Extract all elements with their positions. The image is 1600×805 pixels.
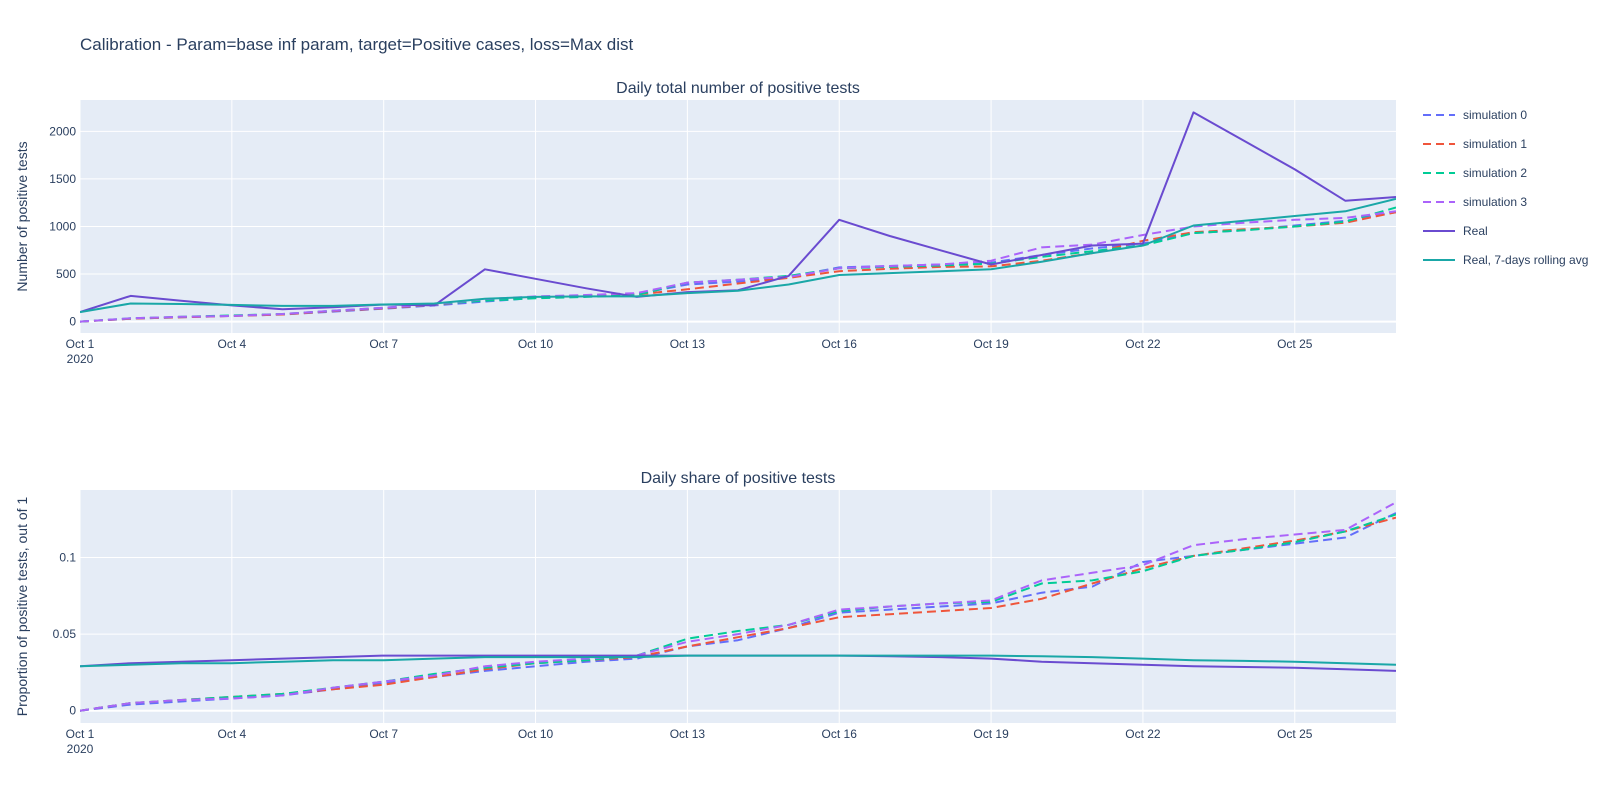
legend-item[interactable]: simulation 0 bbox=[1423, 108, 1527, 122]
x-tick-label: Oct 4 bbox=[218, 337, 247, 351]
x-tick-label: Oct 19 bbox=[973, 727, 1009, 741]
x-tick-label: Oct 7 bbox=[369, 727, 398, 741]
x-tick-year: 2020 bbox=[67, 742, 94, 756]
series-line-simulation-3 bbox=[80, 210, 1396, 323]
x-tick-label: Oct 13 bbox=[670, 337, 706, 351]
subplot-title: Daily total number of positive tests bbox=[616, 80, 860, 97]
x-tick-label: Oct 10 bbox=[518, 337, 554, 351]
series-line-simulation-0 bbox=[80, 512, 1396, 712]
subplot-title: Daily share of positive tests bbox=[641, 470, 836, 487]
legend: simulation 0 simulation 1 simulation 2 simu… bbox=[1423, 108, 1588, 267]
series-group bbox=[80, 111, 1396, 323]
legend-item[interactable]: Real bbox=[1423, 224, 1488, 238]
y-tick-label: 1000 bbox=[49, 219, 76, 233]
figure-title: Calibration - Param=base inf param, targ… bbox=[80, 35, 633, 54]
legend-label: Real bbox=[1463, 224, 1488, 238]
legend-label: simulation 3 bbox=[1463, 195, 1527, 209]
x-tick-label: Oct 25 bbox=[1277, 337, 1313, 351]
x-tick-label: Oct 22 bbox=[1125, 727, 1161, 741]
x-tick-label: Oct 1 bbox=[66, 337, 95, 351]
legend-label: simulation 0 bbox=[1463, 108, 1527, 122]
series-group bbox=[80, 501, 1396, 712]
x-tick-label: Oct 25 bbox=[1277, 727, 1313, 741]
plot-area bbox=[80, 490, 1396, 723]
series-line-simulation-3 bbox=[80, 501, 1396, 712]
y-tick-label: 0.05 bbox=[53, 627, 77, 641]
x-tick-label: Oct 1 bbox=[66, 727, 95, 741]
x-tick-label: Oct 4 bbox=[218, 727, 247, 741]
legend-item[interactable]: simulation 2 bbox=[1423, 166, 1527, 180]
series-line-simulation-0 bbox=[80, 211, 1396, 323]
series-line-simulation-1 bbox=[80, 211, 1396, 323]
legend-label: simulation 2 bbox=[1463, 166, 1527, 180]
plot-area bbox=[80, 100, 1396, 333]
series-line-real-7-days-rolling-avg bbox=[80, 197, 1396, 314]
legend-item[interactable]: simulation 3 bbox=[1423, 195, 1527, 209]
legend-item[interactable]: simulation 1 bbox=[1423, 137, 1527, 151]
series-line-real-7-days-rolling-avg bbox=[80, 654, 1396, 668]
x-tick-year: 2020 bbox=[67, 352, 94, 366]
legend-label: simulation 1 bbox=[1463, 137, 1527, 151]
subplot-positive-share: Daily share of positive tests Oct 1 Oct 4 O… bbox=[14, 470, 1396, 756]
series-line-simulation-2 bbox=[80, 513, 1396, 712]
subplot-positive-tests: Daily total number of positive tests Oct … bbox=[14, 80, 1396, 366]
y-tick-label: 1500 bbox=[49, 172, 76, 186]
y-tick-label: 500 bbox=[56, 267, 76, 281]
y-tick-label: 0 bbox=[69, 704, 76, 718]
x-tick-label: Oct 7 bbox=[369, 337, 398, 351]
x-tick-label: Oct 16 bbox=[822, 337, 858, 351]
y-axis-label: Proportion of positive tests, out of 1 bbox=[14, 497, 30, 717]
x-tick-label: Oct 13 bbox=[670, 727, 706, 741]
y-axis-label: Number of positive tests bbox=[14, 141, 30, 291]
x-tick-label: Oct 22 bbox=[1125, 337, 1161, 351]
legend-label: Real, 7-days rolling avg bbox=[1463, 253, 1588, 267]
x-tick-label: Oct 10 bbox=[518, 727, 554, 741]
y-tick-label: 0 bbox=[69, 315, 76, 329]
y-tick-label: 2000 bbox=[49, 124, 76, 138]
x-tick-label: Oct 19 bbox=[973, 337, 1009, 351]
legend-item[interactable]: Real, 7-days rolling avg bbox=[1423, 253, 1588, 267]
y-tick-label: 0.1 bbox=[59, 550, 76, 564]
x-tick-label: Oct 16 bbox=[822, 727, 858, 741]
